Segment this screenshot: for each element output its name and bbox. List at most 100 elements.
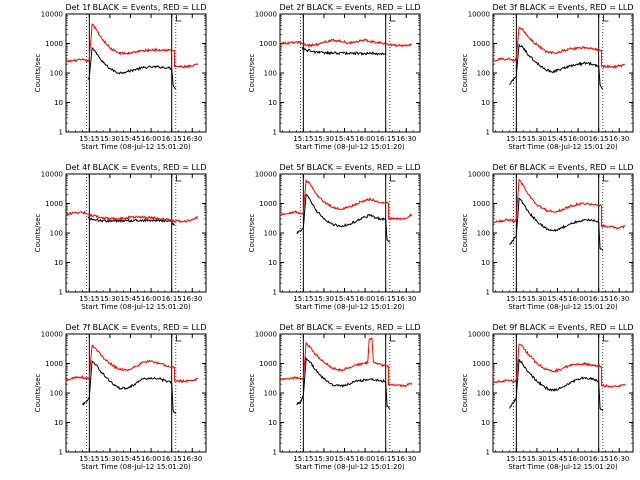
y-tick-label: 1 [486,449,490,457]
x-tick-label: 16:15 [589,295,609,303]
y-tick-label: 1000 [45,360,63,368]
y-tick-label: 10 [268,259,277,267]
x-tick-label: 16:30 [396,455,416,463]
series-line-events [509,359,604,412]
y-tick-label: 100 [477,390,490,398]
y-tick-label: 10 [481,99,490,107]
y-tick-label: 10000 [41,11,63,19]
x-tick-label: 15:15 [79,455,99,463]
y-tick-label: 1000 [472,200,490,208]
x-tick-label: 16:00 [568,295,588,303]
event-marker-bracket [603,175,609,182]
panel-title: Det 7f BLACK = Events, RED = LLD [65,323,206,332]
x-axis-label: Start Time (08-Jul-12 15:01:20) [508,143,618,151]
x-tick-label: 16:00 [355,295,375,303]
x-tick-label: 15:30 [527,295,547,303]
series-line-events [509,43,603,90]
y-tick-label: 10 [54,259,63,267]
x-axis-label: Start Time (08-Jul-12 15:01:20) [295,303,405,311]
y-tick-label: 10 [54,419,63,427]
y-tick-label: 10000 [41,331,63,339]
chart-panel-8: Det 8f BLACK = Events, RED = LLD 1 10 100 10… [248,323,421,471]
x-tick-label: 15:15 [79,295,99,303]
y-tick-label: 10 [481,419,490,427]
y-tick-label: 1 [59,449,63,457]
y-tick-label: 1000 [259,200,277,208]
plot-frame [492,173,634,293]
x-tick-label: 16:00 [568,455,588,463]
x-tick-label: 16:15 [162,455,182,463]
y-tick-label: 10000 [255,171,277,179]
y-tick-label: 1 [59,289,63,297]
y-axis-label: Counts/sec [461,214,469,253]
x-tick-label: 15:30 [527,135,547,143]
y-tick-label: 1 [486,289,490,297]
x-axis-label: Start Time (08-Jul-12 15:01:20) [295,463,405,471]
x-axis-label: Start Time (08-Jul-12 15:01:20) [508,303,618,311]
series-line-lld [492,178,626,230]
y-tick-label: 100 [477,230,490,238]
x-tick-label: 15:30 [527,455,547,463]
plot-frame [492,333,634,453]
y-tick-label: 10000 [255,11,277,19]
chart-panel-7: Det 7f BLACK = Events, RED = LLD 1 10 100 10… [34,323,207,471]
x-tick-label: 16:00 [141,295,161,303]
y-tick-label: 1000 [45,200,63,208]
x-axis-label: Start Time (08-Jul-12 15:01:20) [81,463,191,471]
x-tick-label: 16:00 [355,135,375,143]
series-line-lld [493,26,625,69]
y-axis-label: Counts/sec [248,54,256,93]
y-tick-label: 10 [268,419,277,427]
x-tick-label: 16:15 [589,135,609,143]
x-tick-label: 16:00 [355,455,375,463]
x-tick-label: 16:00 [568,135,588,143]
x-tick-label: 15:30 [314,455,334,463]
y-tick-label: 1 [273,289,277,297]
panel-title: Det 1f BLACK = Events, RED = LLD [65,3,206,12]
x-tick-label: 16:15 [376,455,396,463]
chart-panel-6: Det 6f BLACK = Events, RED = LLD 1 10 100 10… [461,163,634,311]
series-line-events [87,47,176,90]
y-tick-label: 100 [264,70,277,78]
x-tick-label: 16:30 [182,295,202,303]
x-axis-label: Start Time (08-Jul-12 15:01:20) [81,143,191,151]
y-axis-label: Counts/sec [34,54,42,93]
x-tick-label: 16:30 [609,295,629,303]
panel-title: Det 2f BLACK = Events, RED = LLD [279,3,420,12]
y-tick-label: 1 [59,129,63,137]
y-axis-label: Counts/sec [248,374,256,413]
y-tick-label: 100 [264,230,277,238]
x-tick-label: 15:30 [100,455,120,463]
x-tick-label: 15:30 [100,295,120,303]
y-tick-label: 10000 [468,331,490,339]
x-tick-label: 15:45 [547,455,567,463]
x-axis-label: Start Time (08-Jul-12 15:01:20) [81,303,191,311]
y-tick-label: 1000 [259,40,277,48]
chart-panel-2: Det 2f BLACK = Events, RED = LLD 1 10 100 10… [248,3,421,151]
x-tick-label: 16:00 [141,135,161,143]
chart-panel-5: Det 5f BLACK = Events, RED = LLD 1 10 100 10… [248,163,421,311]
series-line-lld [65,210,199,223]
event-marker-bracket [390,175,396,182]
y-tick-label: 100 [50,390,63,398]
x-tick-label: 15:15 [293,455,313,463]
y-axis-label: Counts/sec [34,214,42,253]
x-tick-label: 15:45 [120,295,140,303]
panel-title: Det 9f BLACK = Events, RED = LLD [492,323,633,332]
y-axis-label: Counts/sec [34,374,42,413]
y-axis-label: Counts/sec [461,374,469,413]
series-line-lld [279,337,413,388]
series-line-events [296,356,390,409]
x-tick-label: 15:15 [293,135,313,143]
y-tick-label: 10 [268,99,277,107]
event-marker-bracket [603,15,609,22]
y-tick-label: 100 [50,70,63,78]
x-tick-label: 15:45 [120,135,140,143]
y-tick-label: 10000 [255,331,277,339]
y-tick-label: 1000 [259,360,277,368]
x-tick-label: 16:15 [162,135,182,143]
x-tick-label: 15:45 [334,135,354,143]
x-axis-label: Start Time (08-Jul-12 15:01:20) [295,143,405,151]
chart-panel-1: Det 1f BLACK = Events, RED = LLD 1 10 100 10… [34,3,207,151]
